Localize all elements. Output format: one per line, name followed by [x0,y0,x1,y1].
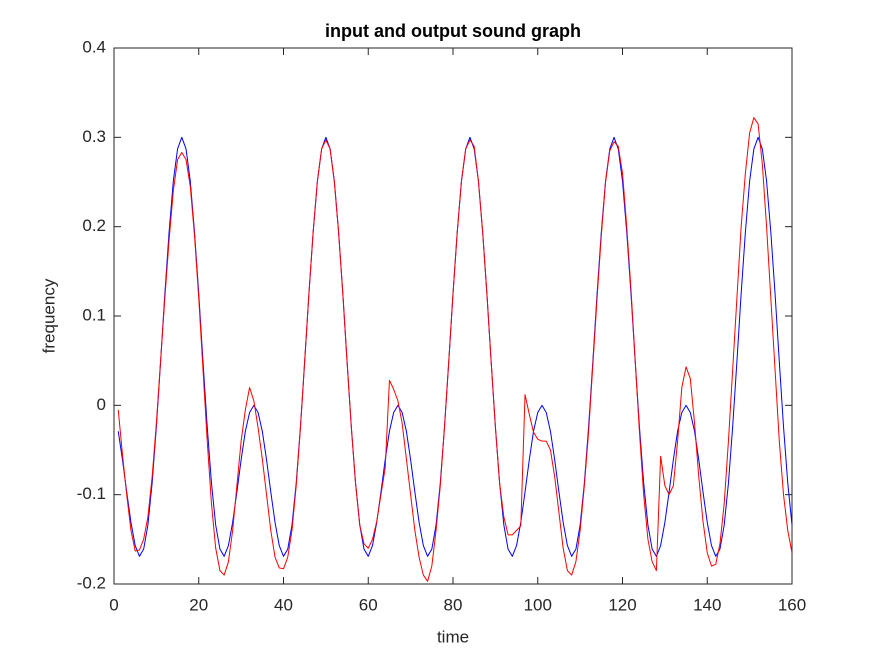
y-tick-label: 0.2 [82,216,106,235]
chart-title: input and output sound graph [325,21,581,41]
plot-area [113,47,793,585]
y-tick-label: 0.3 [82,127,106,146]
y-tick-label: 0.4 [82,37,106,56]
x-tick-label: 140 [693,595,721,614]
x-tick-label: 120 [608,595,636,614]
x-tick-label: 100 [524,595,552,614]
x-tick-label: 160 [778,595,806,614]
y-tick-label: 0 [97,395,106,414]
y-tick-label: -0.2 [77,573,106,592]
data-line [117,117,793,582]
x-tick-label: 20 [189,595,208,614]
x-tick-label: 0 [109,595,118,614]
x-tick-label: 80 [444,595,463,614]
y-tick-label: 0.1 [82,305,106,324]
y-axis-label: frequency [39,278,58,353]
x-tick-label: 60 [359,595,378,614]
y-tick-label: -0.1 [77,484,106,503]
x-tick-label: 40 [274,595,293,614]
x-axis-label: time [437,627,469,646]
